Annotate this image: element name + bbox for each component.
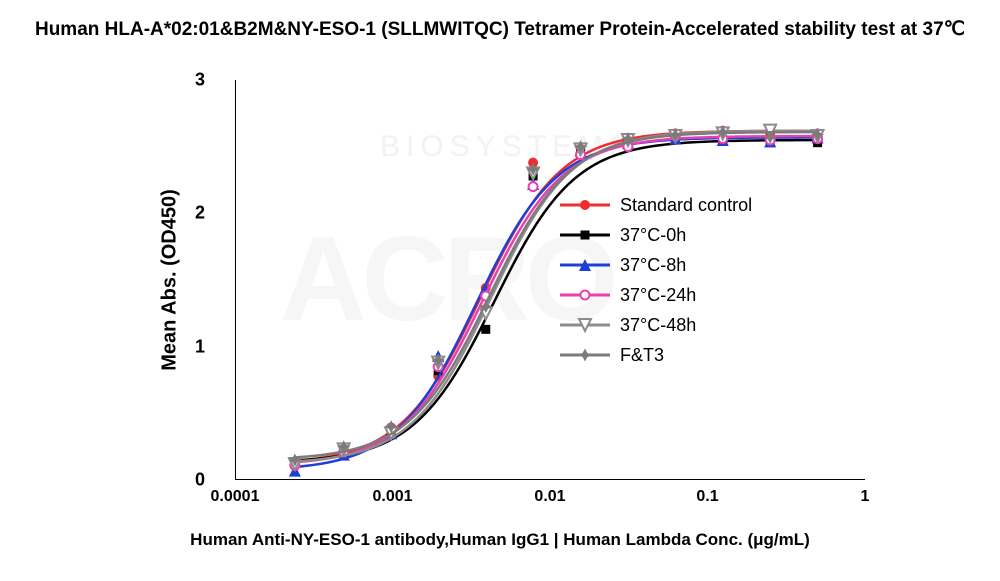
legend-label: F&T3 [620,345,664,366]
x-tick-label: 1 [861,488,870,506]
y-tick-label: 2 [195,203,215,224]
legend-item: F&T3 [560,340,752,370]
x-tick-label: 0.001 [372,488,412,506]
legend-swatch [560,255,610,275]
x-tick-label: 0.0001 [211,488,260,506]
y-axis-label: Mean Abs. (OD450) [159,189,182,371]
legend-label: 37°C-24h [620,285,696,306]
legend-label: 37°C-48h [620,315,696,336]
legend-item: 37°C-48h [560,310,752,340]
legend-swatch [560,345,610,365]
legend-item: 37°C-8h [560,250,752,280]
legend-item: Standard control [560,190,752,220]
legend: Standard control 37°C-0h 37°C-8h 37°C-24h 37… [560,190,752,370]
plot-area: 0123 0.00010.0010.010.11 [235,80,865,480]
legend-label: Standard control [620,195,752,216]
legend-swatch [560,195,610,215]
curves-layer [235,80,865,480]
legend-label: 37°C-8h [620,255,686,276]
legend-swatch [560,285,610,305]
legend-swatch [560,315,610,335]
x-tick-label: 0.01 [534,488,565,506]
chart-container: Human HLA-A*02:01&B2M&NY-ESO-1 (SLLMWITQ… [0,0,1000,581]
legend-label: 37°C-0h [620,225,686,246]
x-tick-label: 0.1 [696,488,718,506]
y-tick-label: 3 [195,70,215,91]
y-tick-label: 1 [195,336,215,357]
legend-item: 37°C-24h [560,280,752,310]
legend-swatch [560,225,610,245]
chart-title: Human HLA-A*02:01&B2M&NY-ESO-1 (SLLMWITQ… [0,18,1000,41]
legend-item: 37°C-0h [560,220,752,250]
x-axis-label: Human Anti-NY-ESO-1 antibody,Human IgG1 … [0,530,1000,550]
